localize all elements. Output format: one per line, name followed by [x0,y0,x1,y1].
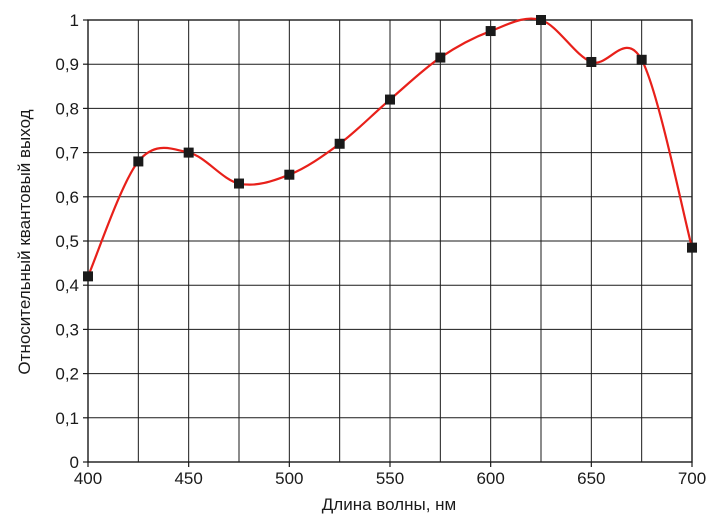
data-point-marker [234,178,244,189]
y-tick-label: 0,1 [55,409,79,428]
y-tick-label: 0 [70,453,79,472]
data-point-marker [83,271,93,282]
data-point-marker [687,242,697,253]
data-point-marker [536,15,546,25]
data-point-marker [435,52,446,63]
x-tick-label: 550 [376,469,404,488]
x-tick-label: 450 [174,469,202,488]
data-markers [83,15,697,282]
x-tick-label: 500 [275,469,303,488]
x-axis-title: Длина волны, нм [322,495,456,514]
y-tick-labels: 0 0,1 0,2 0,3 0,4 0,5 0,6 0,7 0,8 0,9 1 [55,11,79,472]
x-tick-label: 400 [74,469,102,488]
y-axis-title: Относительный квантовый выход [15,109,34,374]
y-tick-label: 0,4 [55,276,79,295]
y-tick-label: 0,6 [55,188,79,207]
tick-marks [83,19,693,467]
x-tick-label: 600 [476,469,504,488]
y-tick-label: 1 [70,11,79,30]
data-point-marker [183,147,194,158]
y-tick-label: 0,3 [55,320,79,339]
x-tick-labels: 400 450 500 550 600 650 700 [74,469,706,488]
data-point-marker [485,26,496,37]
data-point-marker [586,56,597,67]
x-tick-label: 700 [678,469,706,488]
y-tick-label: 0,7 [55,144,79,163]
data-point-marker [284,169,295,180]
data-point-marker [636,54,647,65]
y-tick-label: 0,8 [55,99,79,118]
y-tick-label: 0,5 [55,232,79,251]
data-point-marker [334,138,345,149]
data-point-marker [385,94,395,105]
y-tick-label: 0,2 [55,365,79,384]
data-point-marker [133,156,144,167]
y-tick-label: 0,9 [55,55,79,74]
grid [87,19,693,463]
x-tick-label: 650 [577,469,605,488]
